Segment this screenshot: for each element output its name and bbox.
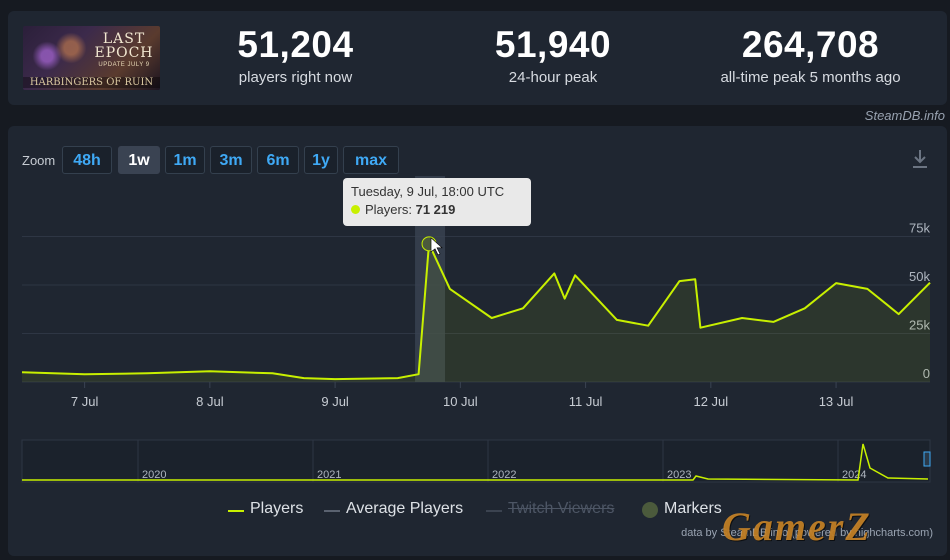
legend-label: Players: [250, 500, 304, 517]
marker-dot-icon: [642, 502, 658, 518]
legend-line-icon: [486, 510, 502, 512]
navigator-year-label: 2023: [667, 469, 691, 481]
stats-header: LAST EPOCH UPDATE JULY 9 HARBINGERS OF R…: [8, 11, 947, 105]
navigator-handle: [923, 451, 931, 467]
zoom-1y-button[interactable]: 1y: [304, 146, 338, 174]
legend-line-icon: [324, 510, 340, 512]
x-tick-label: 11 Jul: [569, 394, 603, 409]
legend-label: Twitch Viewers: [508, 500, 615, 517]
zoom-3m-button[interactable]: 3m: [210, 146, 252, 174]
zoom-1w-button[interactable]: 1w: [118, 146, 160, 174]
navigator-year-label: 2020: [142, 469, 166, 481]
players-line: [21, 242, 931, 381]
x-tick-label: 7 Jul: [71, 394, 99, 409]
zoom-48h-button[interactable]: 48h: [62, 146, 112, 174]
y-tick-label: 25k: [909, 318, 930, 333]
zoom-label: Zoom: [22, 153, 56, 168]
legend-line-icon: [228, 510, 244, 512]
stat-value: 51,204: [237, 24, 354, 65]
watermark-logo: GamerZ: [722, 504, 872, 549]
chart-tooltip: Tuesday, 9 Jul, 18:00 UTC Players: 71 21…: [343, 178, 531, 226]
stat-current-players: 51,204 players right now: [203, 24, 388, 87]
x-tick-label: 13 Jul: [819, 394, 854, 409]
x-tick-label: 12 Jul: [693, 394, 728, 409]
player-chart[interactable]: 0 25k 50k 75k 7 Jul 8 Jul 9 Jul 10 Jul 11 Jul 12 …: [8, 126, 947, 556]
tooltip-date: Tuesday, 9 Jul, 18:00 UTC: [351, 184, 505, 199]
x-tick-label: 9 Jul: [321, 394, 349, 409]
legend-label: Average Players: [346, 500, 464, 517]
chart-credit[interactable]: data by SteamDB.info (powered by highcha…: [681, 527, 933, 539]
tooltip-value: 71 219: [415, 202, 456, 217]
game-cover-image[interactable]: LAST EPOCH UPDATE JULY 9 HARBINGERS OF R…: [23, 26, 160, 90]
y-tick-label: 75k: [909, 221, 930, 236]
cover-update-text: UPDATE JULY 9: [98, 62, 150, 68]
chart-panel: 0 25k 50k 75k 7 Jul 8 Jul 9 Jul 10 Jul 11 Jul 12 …: [8, 126, 947, 556]
stat-label: players right now: [238, 69, 353, 86]
legend-label: Markers: [664, 500, 722, 517]
stat-24h-peak: 51,940 24-hour peak: [453, 24, 653, 87]
navigator-year-label: 2022: [492, 469, 516, 481]
players-area: [22, 243, 930, 382]
zoom-6m-button[interactable]: 6m: [257, 146, 299, 174]
cover-art: [29, 32, 89, 72]
cover-subtitle: HARBINGERS OF RUIN: [23, 77, 160, 88]
x-tick-label: 10 Jul: [443, 394, 478, 409]
stat-value: 51,940: [494, 24, 612, 65]
y-tick-label: 0: [923, 366, 930, 381]
tooltip-row: Players: 71 219: [351, 200, 523, 219]
navigator-line: [22, 443, 929, 481]
x-tick-label: 8 Jul: [196, 394, 224, 409]
stat-label: all-time peak 5 months ago: [720, 69, 901, 86]
y-tick-label: 50k: [909, 269, 930, 284]
cover-title: LAST EPOCH: [94, 31, 154, 61]
stat-label: 24-hour peak: [508, 69, 598, 86]
navigator-year-label: 2021: [317, 469, 341, 481]
mouse-cursor-icon: [430, 237, 443, 256]
zoom-max-button[interactable]: max: [343, 146, 399, 174]
stat-all-time-peak: 264,708 all-time peak 5 months ago: [708, 24, 913, 87]
tooltip-series: Players:: [365, 202, 412, 217]
stat-value: 264,708: [741, 24, 880, 65]
navigator-year-label: 2024: [842, 469, 866, 481]
series-dot-icon: [351, 205, 360, 214]
download-icon[interactable]: [911, 148, 929, 170]
source-link[interactable]: SteamDB.info: [864, 108, 945, 123]
zoom-1m-button[interactable]: 1m: [165, 146, 205, 174]
